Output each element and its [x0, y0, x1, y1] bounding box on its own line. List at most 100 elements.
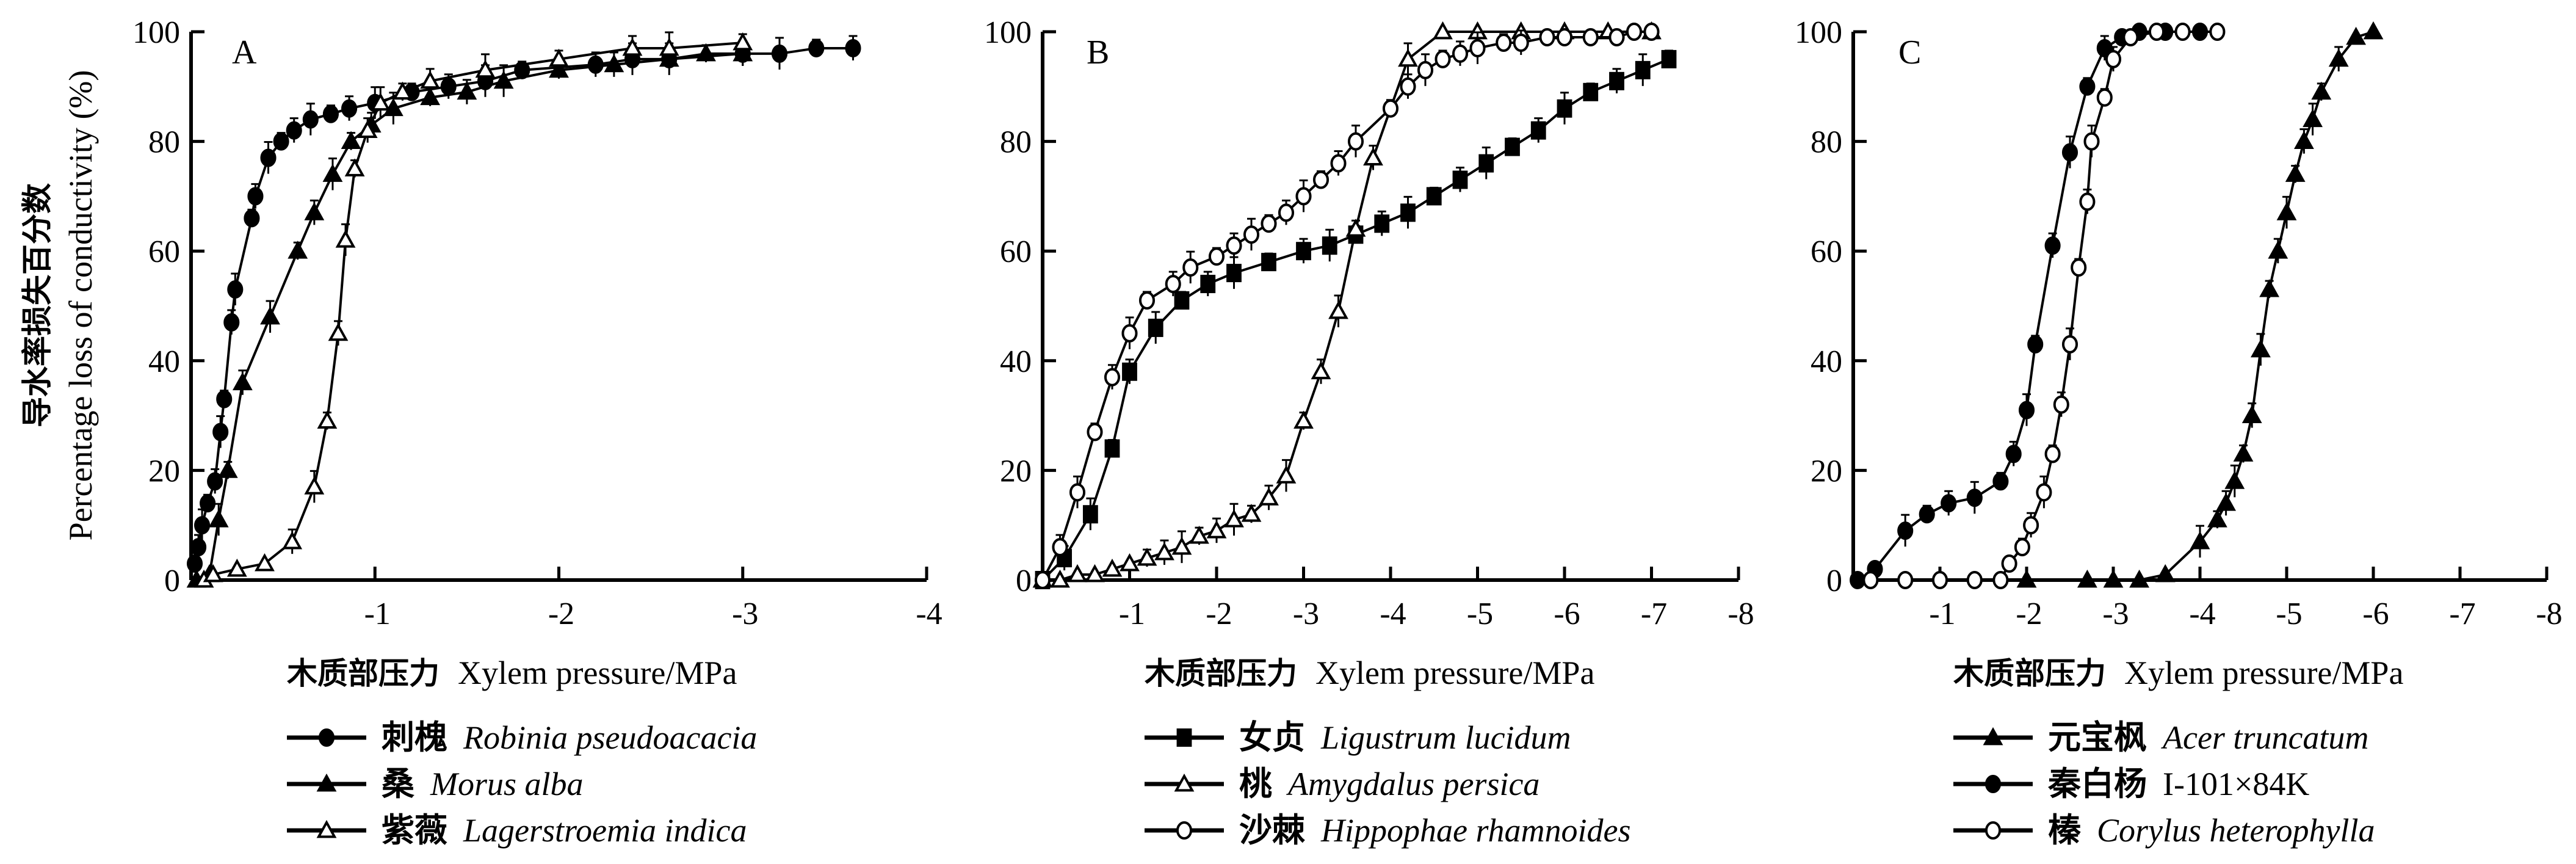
y-axis-title-cn: 导水率损失百分数	[20, 183, 55, 427]
series-ligustrum-lucidum	[1035, 49, 1677, 589]
legend-label-latin: Acer truncatum	[2161, 719, 2368, 756]
y-tick-label: 100	[1795, 15, 1842, 50]
legend-label: 榛 Corylus heterophylla	[2048, 811, 2375, 849]
x-tick-label: -3	[2102, 597, 2129, 631]
data-point	[659, 37, 679, 56]
data-point	[845, 38, 861, 57]
legend-marker-open-circle-icon	[1984, 821, 2002, 840]
data-point	[1400, 203, 1416, 222]
data-point	[260, 148, 277, 167]
data-point	[2216, 493, 2236, 511]
panel-letter: B	[1087, 34, 1109, 71]
data-point	[2328, 48, 2349, 67]
x-axis-title-en: Xylem pressure/MPa	[458, 655, 737, 691]
legend-label: 沙棘 Hippophae rhamnoides	[1239, 811, 1631, 849]
legend-marker-open-triangle-icon	[1174, 773, 1195, 792]
data-point	[1087, 423, 1103, 441]
series-line	[1857, 31, 2200, 581]
legend-label: 秦白杨 I-101×84K	[2047, 764, 2309, 803]
data-point	[2294, 131, 2314, 149]
data-point	[1296, 242, 1311, 261]
y-tick-label: 60	[1000, 234, 1032, 269]
data-point	[2036, 483, 2052, 502]
data-point	[1992, 571, 2009, 589]
data-point	[2096, 88, 2113, 107]
x-tick-label: -1	[364, 597, 391, 631]
data-point	[1608, 27, 1625, 46]
data-point	[328, 322, 349, 341]
data-point	[1398, 48, 1418, 67]
data-point	[1261, 253, 1276, 272]
data-point	[1417, 60, 1434, 79]
legend-label-latin: I-101×84K	[2163, 766, 2309, 802]
legend-label-cn: 桑	[382, 764, 414, 803]
data-point	[2224, 471, 2245, 489]
x-tick-label: -5	[2276, 597, 2302, 631]
data-point	[696, 43, 716, 62]
data-point	[1322, 236, 1337, 255]
data-point	[186, 554, 203, 573]
data-point	[383, 98, 403, 117]
x-axis-title: 木质部压力 Xylem pressure/MPa	[1145, 655, 1594, 691]
data-point	[2207, 509, 2227, 528]
legend-entry: 紫薇 Lagerstroemia indica	[287, 811, 747, 849]
data-point	[1200, 275, 1216, 294]
data-point	[1609, 71, 1624, 90]
series-hippophae-rhamnoides	[1034, 23, 1660, 589]
data-point	[1102, 558, 1123, 577]
data-point	[286, 121, 302, 140]
y-tick-label: 100	[132, 15, 180, 50]
data-point	[1661, 49, 1677, 68]
data-point	[317, 410, 338, 429]
data-point	[1635, 60, 1651, 79]
x-tick-label: -7	[2449, 597, 2475, 631]
data-point	[1966, 571, 1983, 589]
legend-marker-open-circle-icon	[1176, 821, 1193, 840]
data-point	[200, 494, 216, 513]
legend-entry: 刺槐 Robinia pseudoacacia	[287, 718, 757, 757]
legend-entry: 桑 Morus alba	[287, 764, 584, 803]
data-point	[1435, 49, 1451, 68]
x-tick-label: -4	[2189, 597, 2215, 631]
data-point	[2251, 339, 2271, 358]
y-tick-label: 0	[1826, 564, 1842, 598]
legend-label: 桃 Amygdalus persica	[1239, 764, 1539, 803]
data-point	[1312, 170, 1330, 189]
data-point	[808, 38, 825, 57]
y-tick-label: 60	[148, 234, 180, 269]
data-point	[1165, 275, 1181, 294]
legend-label: 女贞 Ligustrum lucidum	[1239, 718, 1571, 757]
y-tick-label: 20	[1811, 454, 1842, 488]
x-tick-label: -5	[1467, 597, 1493, 631]
data-point	[1850, 571, 1866, 589]
data-point	[273, 132, 289, 151]
data-point	[302, 110, 319, 129]
data-point	[1311, 361, 1331, 380]
data-point	[2079, 192, 2096, 211]
x-axis-title-cn: 木质部压力	[287, 656, 440, 691]
data-point	[2363, 21, 2384, 40]
data-point	[216, 390, 233, 408]
data-point	[1530, 121, 1546, 140]
legend-label: 刺槐 Robinia pseudoacacia	[382, 718, 757, 757]
data-point	[1034, 571, 1051, 589]
data-point	[341, 131, 361, 149]
y-tick-label: 100	[984, 15, 1032, 50]
data-point	[2071, 258, 2087, 277]
x-tick-label: -1	[1929, 597, 1955, 631]
data-point	[1224, 509, 1244, 528]
series-lagerstroemia-indica	[194, 31, 753, 588]
data-point	[1582, 27, 1599, 46]
data-point	[1082, 505, 1098, 524]
x-tick-label: -1	[1119, 597, 1145, 631]
data-point	[475, 59, 496, 78]
data-point	[393, 81, 413, 100]
data-point	[335, 230, 356, 248]
data-point	[2005, 445, 2022, 463]
data-point	[1206, 520, 1227, 539]
data-point	[357, 120, 378, 139]
data-point	[2079, 77, 2096, 96]
data-point	[1345, 219, 1366, 237]
legend-entry: 元宝枫 Acer truncatum	[1953, 718, 2368, 757]
data-point	[2027, 335, 2044, 354]
